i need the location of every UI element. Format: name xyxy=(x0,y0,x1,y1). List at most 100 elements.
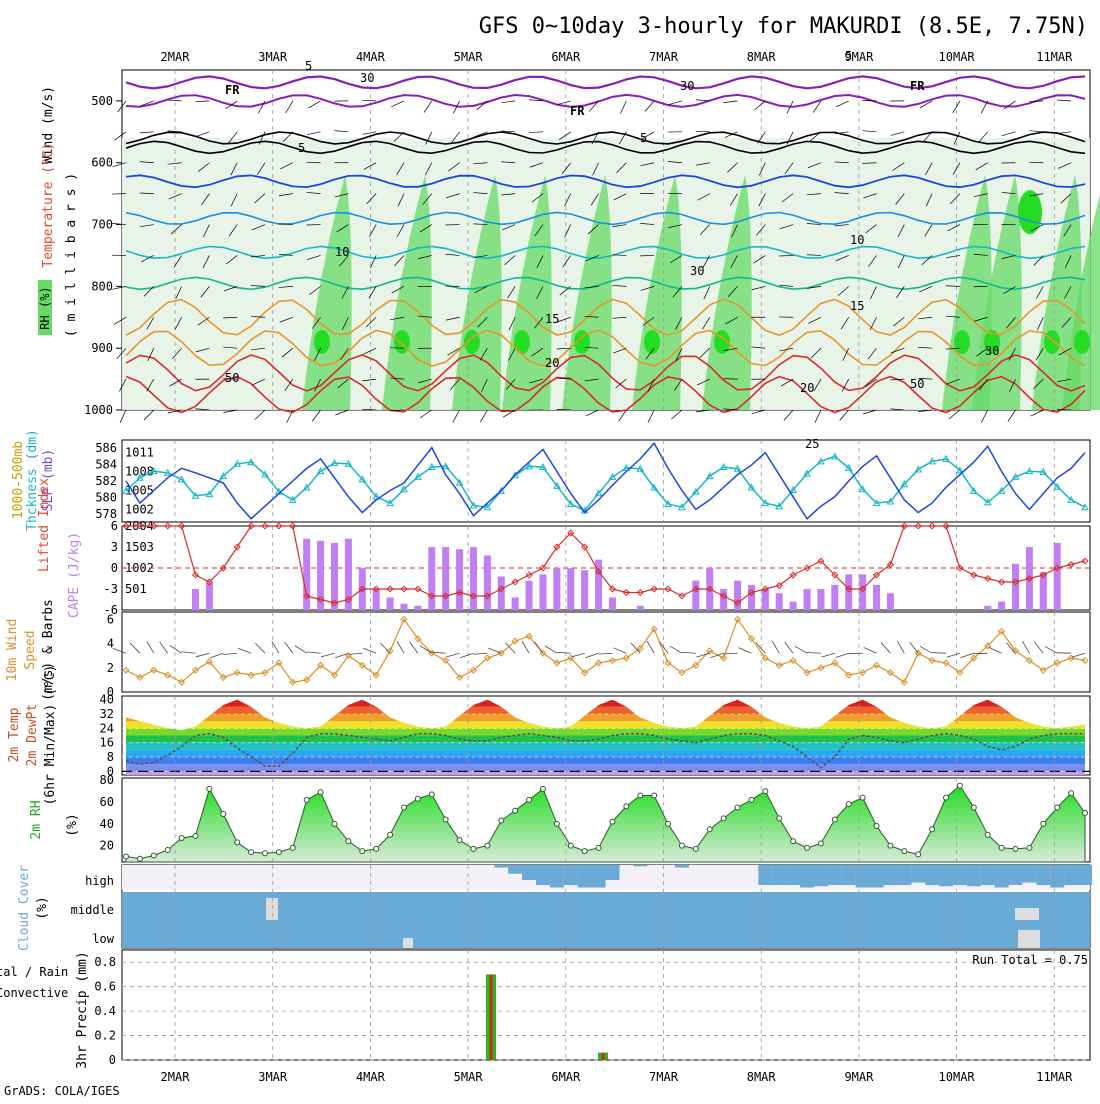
cloud-high-bar xyxy=(911,865,925,883)
wind-10m-barb xyxy=(170,646,182,654)
date-label-top: 8MAR xyxy=(747,50,777,64)
rh-point xyxy=(165,848,170,853)
thickness-tick: 584 xyxy=(95,458,117,472)
wind-barb xyxy=(836,101,849,107)
wind-10m-barb xyxy=(1035,642,1044,653)
wind-10m-barb xyxy=(238,648,251,653)
cape-bar xyxy=(1054,543,1061,610)
rh-point xyxy=(249,850,254,855)
rh-point xyxy=(235,840,240,845)
precip-tick: 0.8 xyxy=(94,955,116,969)
rh-point xyxy=(624,804,629,809)
cape-bar xyxy=(206,583,213,610)
wind-barb xyxy=(168,100,182,101)
wind-barb xyxy=(420,410,432,418)
date-label-bottom: 8MAR xyxy=(747,1070,777,1084)
cape-bar xyxy=(873,585,880,610)
thickness-tick: 580 xyxy=(95,490,117,504)
pressure-tick-label: 800 xyxy=(91,279,113,293)
cape-bar xyxy=(400,604,407,610)
wind-10m-barb xyxy=(488,648,501,653)
temp-band xyxy=(126,707,1085,714)
wind-barb xyxy=(1004,101,1015,109)
cloud-middle-gap xyxy=(266,898,278,920)
wind-barb xyxy=(620,101,626,114)
cloud-high-bar xyxy=(883,865,897,885)
wind-barb xyxy=(557,101,571,105)
cape-bar xyxy=(637,606,644,610)
contour-label: 50 xyxy=(910,377,924,391)
cape-bar xyxy=(748,585,755,610)
rh-point xyxy=(568,843,573,848)
wind-10m-barb xyxy=(920,646,932,653)
rh-point xyxy=(346,839,351,844)
wind-10m-barb xyxy=(522,641,529,653)
cloud-middle-gap xyxy=(1015,908,1039,920)
contour-label: 5 xyxy=(298,141,305,155)
lifted-index-tick: 3 xyxy=(111,540,118,554)
wind-barb xyxy=(1057,100,1071,101)
rh-point xyxy=(179,836,184,841)
temp-tick: 40 xyxy=(100,693,114,707)
rh-point xyxy=(930,827,935,832)
cloud-high-bar xyxy=(897,865,911,885)
wind-10m-barb xyxy=(795,646,807,653)
wind-10m-barb xyxy=(321,653,335,657)
wind-10m-barb xyxy=(613,648,626,653)
wind-barb xyxy=(140,132,154,133)
rh-point xyxy=(401,805,406,810)
cape-bar xyxy=(567,568,574,610)
date-label-top: 7MAR xyxy=(649,50,679,64)
wind-barb xyxy=(863,131,877,132)
cloud-high-bar xyxy=(856,865,870,888)
rh-point xyxy=(652,793,657,798)
rh-point xyxy=(304,797,309,802)
wind-barb xyxy=(307,132,321,135)
wind-barb xyxy=(645,101,654,112)
lifted-index-tick: 0 xyxy=(111,561,118,575)
legend-total-rain: tal / Rain xyxy=(0,965,68,979)
wind-barb xyxy=(815,410,821,423)
cape-bar xyxy=(456,549,463,610)
contour-label: 15 xyxy=(545,312,559,326)
wind-barb xyxy=(391,101,404,107)
rh-point xyxy=(860,795,865,800)
wind-barb xyxy=(949,410,960,419)
rh-point xyxy=(916,852,921,857)
cape-bar xyxy=(804,589,811,610)
rh-point xyxy=(721,816,726,821)
cape-bar xyxy=(609,597,616,610)
wind-10m-barb xyxy=(821,653,834,657)
rh-point xyxy=(471,846,476,851)
cloud-high-bar xyxy=(939,865,953,886)
date-label-bottom: 5MAR xyxy=(454,1070,484,1084)
rh-point xyxy=(151,853,156,858)
wind-10m-barb xyxy=(670,646,682,653)
cape-bar xyxy=(776,593,783,610)
wind-10m-barb xyxy=(647,641,654,653)
rh-point xyxy=(443,817,448,822)
precip-tick: 0.4 xyxy=(94,1004,116,1018)
wind-10m-barb xyxy=(947,653,960,657)
wind-barb xyxy=(840,410,849,421)
cape-bar xyxy=(581,570,588,610)
temp-tick: 24 xyxy=(100,721,114,735)
contour-label: 20 xyxy=(545,356,559,370)
temp-band xyxy=(126,714,1085,721)
rh-point xyxy=(874,824,879,829)
cloud-high-bar xyxy=(828,865,842,885)
cape-tick: 501 xyxy=(125,582,147,596)
contour-label: 30 xyxy=(680,79,694,93)
wind-barb xyxy=(424,101,432,113)
rh-core xyxy=(514,330,530,354)
wind-barb xyxy=(863,410,876,414)
ylabel-temperature: Temperature (°C) xyxy=(41,142,56,267)
rh-point xyxy=(262,851,267,856)
wind-10m-barb xyxy=(223,653,237,654)
rh-point xyxy=(527,797,532,802)
wind-barb xyxy=(480,410,487,422)
rh-point xyxy=(846,802,851,807)
date-label-bottom: 9MAR xyxy=(844,1070,874,1084)
cloud-high-bar xyxy=(772,865,786,885)
rh-point xyxy=(791,839,796,844)
